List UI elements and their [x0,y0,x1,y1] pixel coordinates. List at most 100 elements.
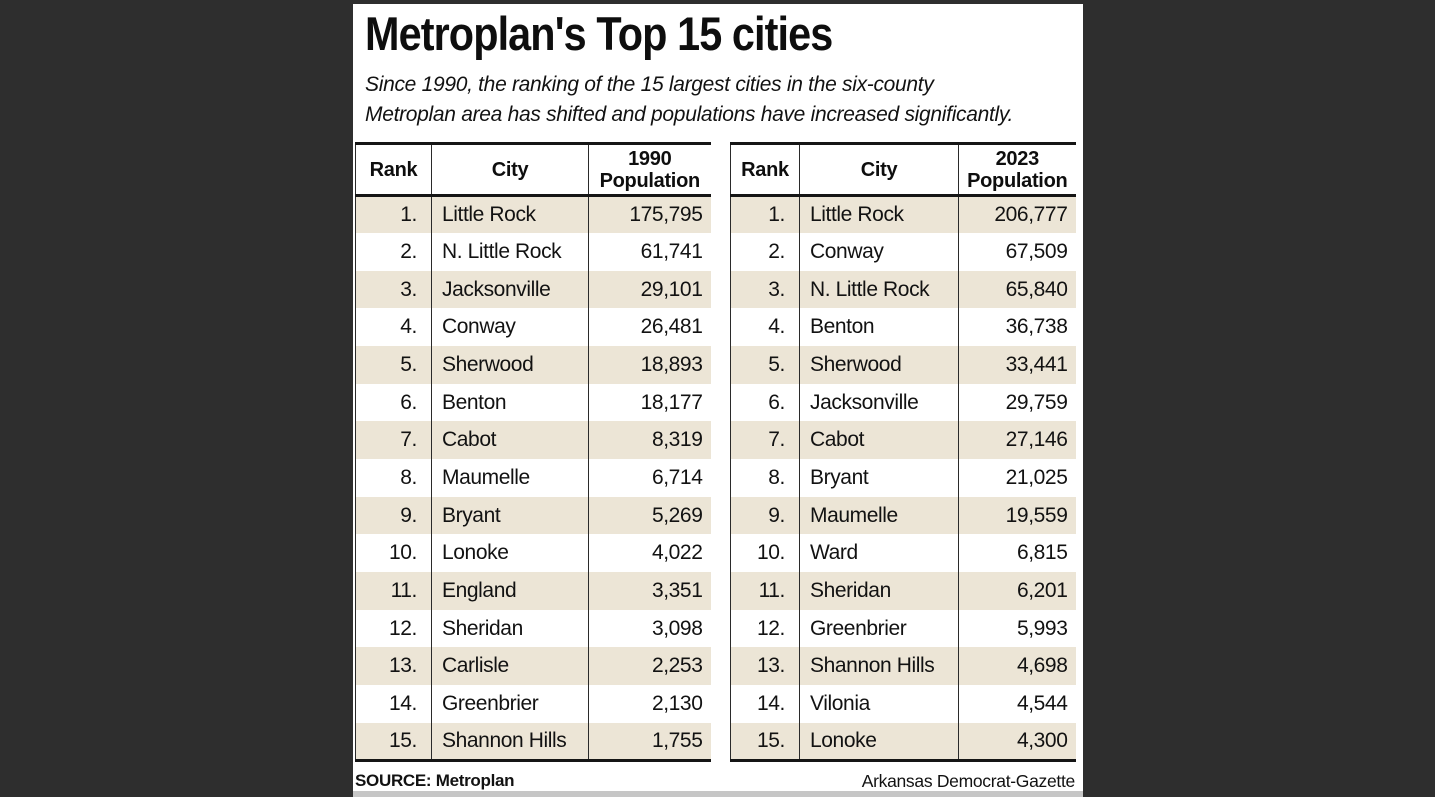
rank-cell: 5. [730,346,800,384]
population-cell: 67,509 [958,233,1076,271]
table-row: 1. Little Rock 206,777 [730,195,1076,234]
col-header-rank: Rank [355,143,432,197]
city-cell: Maumelle [431,459,589,497]
city-cell: Conway [431,308,589,347]
top-border-strip [353,0,1083,4]
table-row: 15. Shannon Hills 1,755 [355,722,711,761]
city-cell: Conway [799,233,959,271]
subtitle-line-1: Since 1990, the ranking of the 15 larges… [365,73,934,96]
rank-cell: 3. [355,270,432,309]
rank-cell: 8. [355,459,432,497]
population-cell: 18,177 [588,383,711,422]
city-cell: Bryant [431,496,589,535]
rank-cell: 13. [355,647,432,686]
rank-cell: 11. [730,572,800,610]
table-row: 2. N. Little Rock 61,741 [355,233,711,271]
city-cell: Sheridan [799,572,959,610]
header-row: Rank City 1990 Population [355,143,711,197]
table-row: 7. Cabot 8,319 [355,421,711,460]
rank-cell: 13. [730,647,800,686]
city-cell: Ward [799,534,959,573]
city-cell: Vilonia [799,685,959,723]
rank-cell: 7. [355,421,432,460]
rank-cell: 9. [355,496,432,535]
city-cell: Greenbrier [431,685,589,723]
population-cell: 4,544 [958,685,1076,723]
table-row: 11. Sheridan 6,201 [730,572,1076,610]
population-cell: 21,025 [958,459,1076,497]
population-cell: 8,319 [588,421,711,460]
subtitle: Since 1990, the ranking of the 15 larges… [365,70,1081,130]
population-cell: 5,269 [588,496,711,535]
population-cell: 2,253 [588,647,711,686]
population-cell: 36,738 [958,308,1076,347]
rank-cell: 4. [730,308,800,347]
table-row: 6. Jacksonville 29,759 [730,383,1076,422]
infographic-panel: Metroplan's Top 15 cities Since 1990, th… [353,0,1083,797]
rank-cell: 2. [730,233,800,271]
table-row: 14. Greenbrier 2,130 [355,685,711,723]
table-row: 5. Sherwood 33,441 [730,346,1076,384]
city-cell: Benton [431,383,589,422]
table-row: 3. Jacksonville 29,101 [355,270,711,309]
table-row: 9. Bryant 5,269 [355,496,711,535]
bottom-border-strip [353,791,1083,797]
city-cell: Benton [799,308,959,347]
rank-cell: 11. [355,572,432,610]
table-2023-population: Rank City 2023 Population 1. Little Rock 20… [730,142,1076,762]
rank-cell: 12. [355,609,432,648]
population-cell: 2,130 [588,685,711,723]
table-row: 15. Lonoke 4,300 [730,722,1076,761]
rank-cell: 10. [730,534,800,573]
population-cell: 29,101 [588,270,711,309]
rank-cell: 7. [730,421,800,460]
rank-cell: 3. [730,270,800,309]
population-cell: 6,714 [588,459,711,497]
population-cell: 18,893 [588,346,711,384]
col-header-rank: Rank [730,143,800,197]
subtitle-line-2: Metroplan area has shifted and populatio… [365,103,1014,126]
population-cell: 4,300 [958,722,1076,761]
city-cell: N. Little Rock [799,270,959,309]
col-header-city: City [431,143,589,197]
city-cell: Cabot [799,421,959,460]
col-header-population-word: Population [967,169,1068,192]
rank-cell: 4. [355,308,432,347]
page-title-text: Metroplan's Top 15 cities [365,7,833,60]
col-header-population: 2023 Population [958,143,1076,197]
col-header-population-year: 1990 [628,147,672,170]
rank-cell: 14. [355,685,432,723]
table-row: 9. Maumelle 19,559 [730,496,1076,535]
rank-cell: 2. [355,233,432,271]
table-row: 1. Little Rock 175,795 [355,195,711,234]
city-cell: Sherwood [431,346,589,384]
col-header-city: City [799,143,959,197]
table-row: 4. Benton 36,738 [730,308,1076,347]
city-cell: Cabot [431,421,589,460]
table-row: 11. England 3,351 [355,572,711,610]
population-cell: 33,441 [958,346,1076,384]
table-row: 7. Cabot 27,146 [730,421,1076,460]
table-row: 8. Maumelle 6,714 [355,459,711,497]
city-cell: Bryant [799,459,959,497]
population-cell: 1,755 [588,722,711,761]
population-cell: 175,795 [588,195,711,234]
header-row: Rank City 2023 Population [730,143,1076,197]
table-row: 10. Ward 6,815 [730,534,1076,573]
population-cell: 6,815 [958,534,1076,573]
population-cell: 26,481 [588,308,711,347]
city-cell: Lonoke [799,722,959,761]
table-1990-population: Rank City 1990 Population 1. Little Rock 17… [355,142,711,762]
city-cell: Shannon Hills [799,647,959,686]
city-cell: Little Rock [431,195,589,234]
source-credit: SOURCE: Metroplan [355,771,515,790]
table-row: 3. N. Little Rock 65,840 [730,270,1076,309]
rank-cell: 15. [730,722,800,761]
city-cell: Sherwood [799,346,959,384]
table-row: 12. Greenbrier 5,993 [730,609,1076,648]
table-row: 4. Conway 26,481 [355,308,711,347]
table-row: 5. Sherwood 18,893 [355,346,711,384]
population-cell: 29,759 [958,383,1076,422]
table-row: 13. Carlisle 2,253 [355,647,711,686]
